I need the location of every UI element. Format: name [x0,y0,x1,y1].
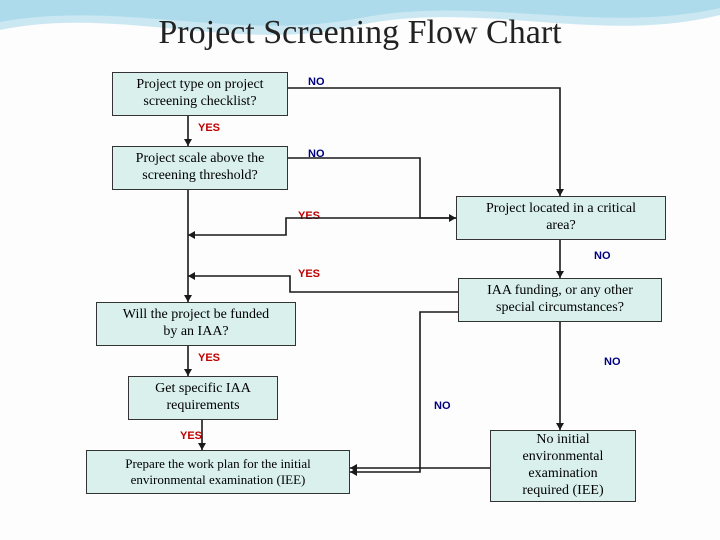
page-title: Project Screening Flow Chart [0,14,720,52]
node-critical: Project located in a critical area? [456,196,666,240]
label-yes-2: YES [298,210,320,222]
node-funded-iaa: Will the project be funded by an IAA? [96,302,296,346]
label-yes-5: YES [180,430,202,442]
label-no-1: NO [308,76,325,88]
node-get-reqs: Get specific IAA requirements [128,376,278,420]
label-no-2: NO [308,148,325,160]
node-prepare-iee: Prepare the work plan for the initial en… [86,450,350,494]
node-checklist: Project type on project screening checkl… [112,72,288,116]
node-special: IAA funding, or any other special circum… [458,278,662,322]
label-yes-1: YES [198,122,220,134]
label-no-4: NO [604,356,621,368]
node-threshold: Project scale above the screening thresh… [112,146,288,190]
label-no-5: NO [434,400,451,412]
label-yes-3: YES [298,268,320,280]
node-no-iee: No initial environmental examination req… [490,430,636,502]
label-yes-4: YES [198,352,220,364]
label-no-3: NO [594,250,611,262]
